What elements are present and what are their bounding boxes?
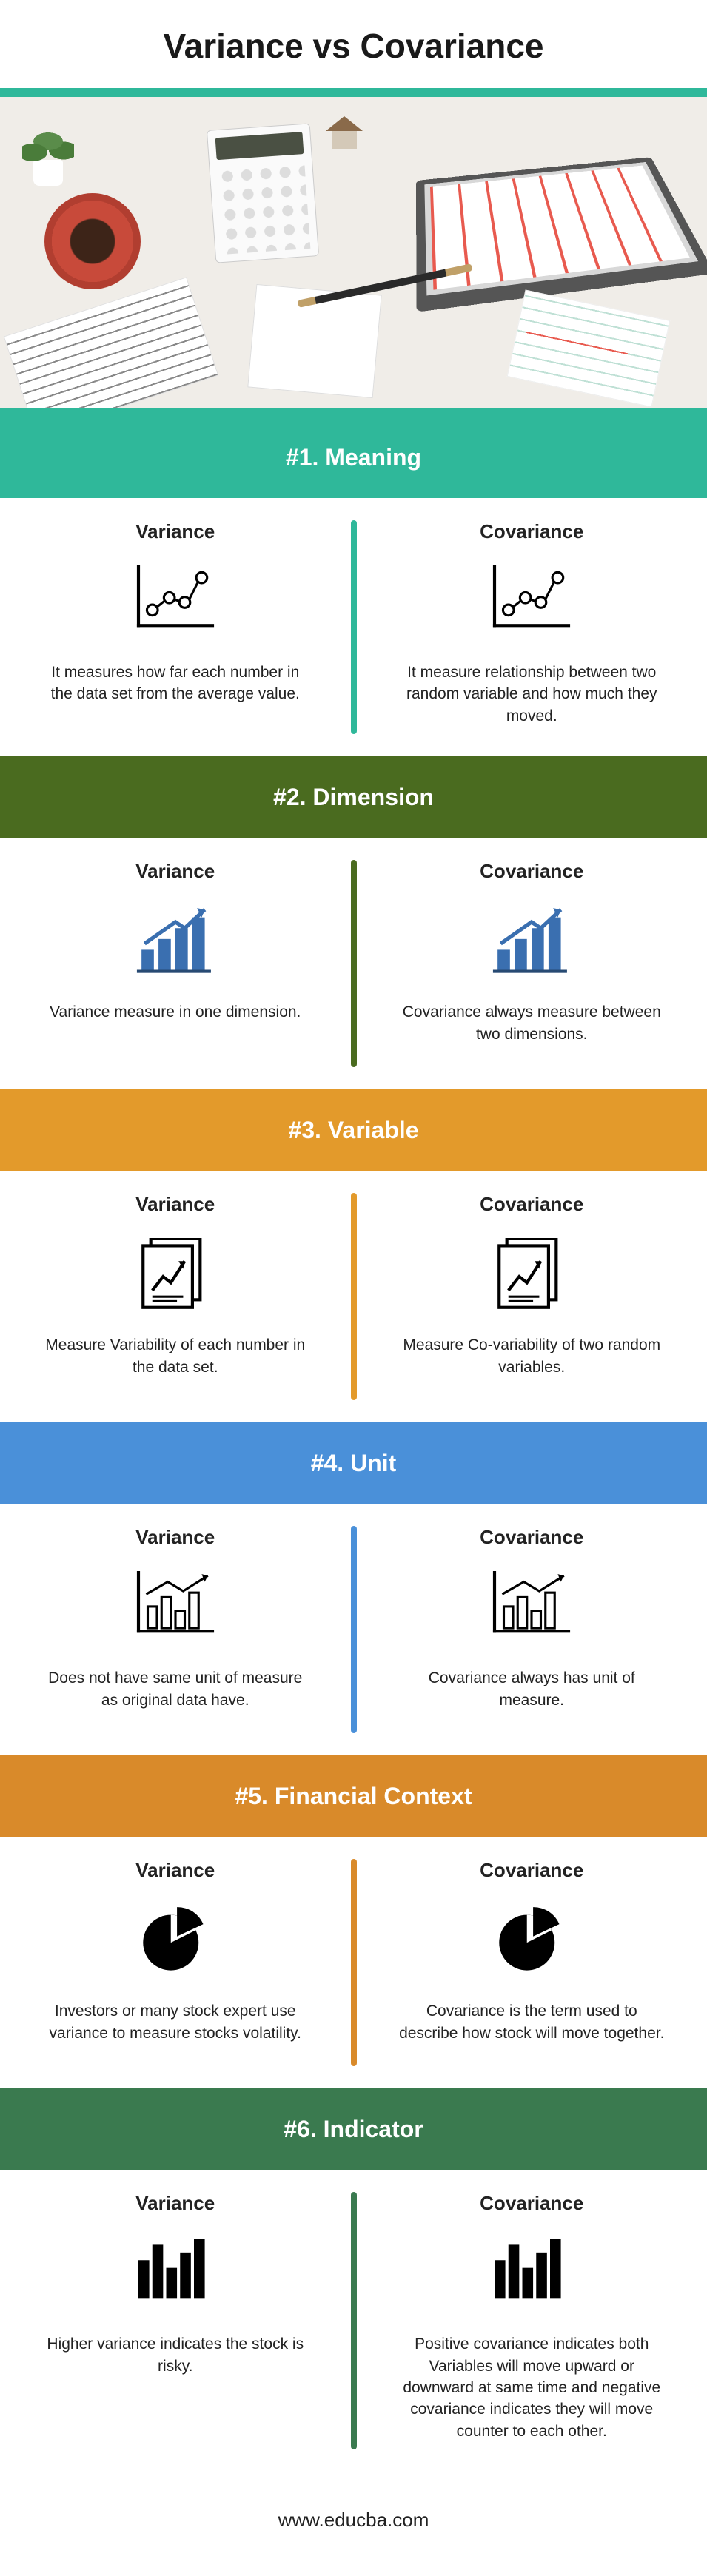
covariance-icon-wrap bbox=[491, 558, 572, 647]
variance-text: Investors or many stock expert use varia… bbox=[42, 2000, 309, 2044]
covariance-label: Covariance bbox=[480, 1859, 583, 1882]
scatter-icon bbox=[491, 565, 572, 639]
comparison-dimension: Variance Variance measure in one dimensio… bbox=[0, 838, 707, 1089]
pie-icon bbox=[135, 1904, 216, 1978]
divider bbox=[351, 1193, 357, 1400]
scatter-icon bbox=[135, 565, 216, 639]
covariance-icon-wrap bbox=[491, 1231, 572, 1319]
variance-icon-wrap bbox=[135, 1564, 216, 1652]
covariance-column: Covariance Positive covariance indicates … bbox=[357, 2170, 707, 2472]
coffee-illustration bbox=[44, 193, 141, 289]
covariance-text: Positive covariance indicates both Varia… bbox=[398, 2333, 665, 2442]
variance-label: Variance bbox=[135, 1193, 215, 1216]
comparison-financial: Variance Investors or many stock expert u… bbox=[0, 1837, 707, 2088]
variance-column: Variance Does not have same unit of measu… bbox=[0, 1504, 351, 1755]
covariance-icon-wrap bbox=[491, 898, 572, 986]
page-title: Variance vs Covariance bbox=[0, 0, 707, 88]
solid-bars-icon bbox=[135, 2237, 216, 2311]
solid-bars-icon bbox=[491, 2237, 572, 2311]
covariance-text: Measure Co-variability of two random var… bbox=[398, 1334, 665, 1378]
clips-illustration bbox=[426, 341, 515, 386]
variance-label: Variance bbox=[135, 860, 215, 883]
variance-text: Variance measure in one dimension. bbox=[50, 1001, 301, 1023]
section-header-unit: #4. Unit bbox=[0, 1422, 707, 1504]
variance-column: Variance It measures how far each number … bbox=[0, 498, 351, 756]
variance-column: Variance Investors or many stock expert u… bbox=[0, 1837, 351, 2088]
comparison-meaning: Variance It measures how far each number … bbox=[0, 498, 707, 756]
doc-chart-icon bbox=[491, 1238, 572, 1312]
covariance-icon-wrap bbox=[491, 2230, 572, 2318]
covariance-column: Covariance Covariance is the term used to… bbox=[357, 1837, 707, 2088]
bars-arrow-icon bbox=[135, 905, 216, 979]
section-header-variable: #3. Variable bbox=[0, 1089, 707, 1171]
footer-url: www.educba.com bbox=[0, 2472, 707, 2576]
covariance-label: Covariance bbox=[480, 520, 583, 543]
bars-arrow-icon bbox=[491, 905, 572, 979]
variance-column: Variance Higher variance indicates the st… bbox=[0, 2170, 351, 2472]
pie-icon bbox=[491, 1904, 572, 1978]
variance-label: Variance bbox=[135, 1859, 215, 1882]
divider bbox=[351, 1859, 357, 2066]
section-header-financial: #5. Financial Context bbox=[0, 1755, 707, 1837]
covariance-column: Covariance Covariance always has unit of … bbox=[357, 1504, 707, 1755]
covariance-text: Covariance always measure between two di… bbox=[398, 1001, 665, 1045]
variance-label: Variance bbox=[135, 2192, 215, 2215]
variance-label: Variance bbox=[135, 520, 215, 543]
covariance-icon-wrap bbox=[491, 1897, 572, 1985]
covariance-column: Covariance It measure relationship betwee… bbox=[357, 498, 707, 756]
comparison-variable: Variance Measure Variability of each numb… bbox=[0, 1171, 707, 1422]
variance-icon-wrap bbox=[135, 2230, 216, 2318]
section-header-meaning: #1. Meaning bbox=[0, 417, 707, 498]
comparison-unit: Variance Does not have same unit of measu… bbox=[0, 1504, 707, 1755]
variance-icon-wrap bbox=[135, 1231, 216, 1319]
hero-top-band bbox=[0, 88, 707, 97]
variance-text: Measure Variability of each number in th… bbox=[42, 1334, 309, 1378]
house-illustration bbox=[326, 112, 363, 149]
covariance-text: Covariance always has unit of measure. bbox=[398, 1667, 665, 1711]
variance-icon-wrap bbox=[135, 898, 216, 986]
variance-text: Does not have same unit of measure as or… bbox=[42, 1667, 309, 1711]
laptop-illustration bbox=[416, 157, 707, 312]
divider bbox=[351, 520, 357, 734]
calculator-illustration bbox=[207, 123, 319, 263]
covariance-text: It measure relationship between two rand… bbox=[398, 662, 665, 727]
divider bbox=[351, 2192, 357, 2449]
variance-column: Variance Variance measure in one dimensio… bbox=[0, 838, 351, 1089]
hero-image bbox=[0, 97, 707, 408]
pages-illustration bbox=[507, 290, 671, 408]
variance-label: Variance bbox=[135, 1526, 215, 1549]
covariance-icon-wrap bbox=[491, 1564, 572, 1652]
covariance-label: Covariance bbox=[480, 2192, 583, 2215]
doc-chart-icon bbox=[135, 1238, 216, 1312]
variance-column: Variance Measure Variability of each numb… bbox=[0, 1171, 351, 1422]
covariance-label: Covariance bbox=[480, 860, 583, 883]
variance-text: Higher variance indicates the stock is r… bbox=[42, 2333, 309, 2377]
plain-bars-icon bbox=[491, 1571, 572, 1645]
covariance-label: Covariance bbox=[480, 1526, 583, 1549]
variance-text: It measures how far each number in the d… bbox=[42, 662, 309, 705]
section-header-indicator: #6. Indicator bbox=[0, 2088, 707, 2170]
covariance-label: Covariance bbox=[480, 1193, 583, 1216]
variance-icon-wrap bbox=[135, 558, 216, 647]
hero-bottom-band bbox=[0, 408, 707, 417]
covariance-text: Covariance is the term used to describe … bbox=[398, 2000, 665, 2044]
covariance-column: Covariance Covariance always measure betw… bbox=[357, 838, 707, 1089]
section-header-dimension: #2. Dimension bbox=[0, 756, 707, 838]
covariance-column: Covariance Measure Co-variability of two … bbox=[357, 1171, 707, 1422]
divider bbox=[351, 860, 357, 1067]
newspaper-illustration bbox=[4, 277, 219, 408]
comparison-indicator: Variance Higher variance indicates the st… bbox=[0, 2170, 707, 2472]
plant-illustration bbox=[15, 119, 81, 186]
variance-icon-wrap bbox=[135, 1897, 216, 1985]
divider bbox=[351, 1526, 357, 1733]
plain-bars-icon bbox=[135, 1571, 216, 1645]
